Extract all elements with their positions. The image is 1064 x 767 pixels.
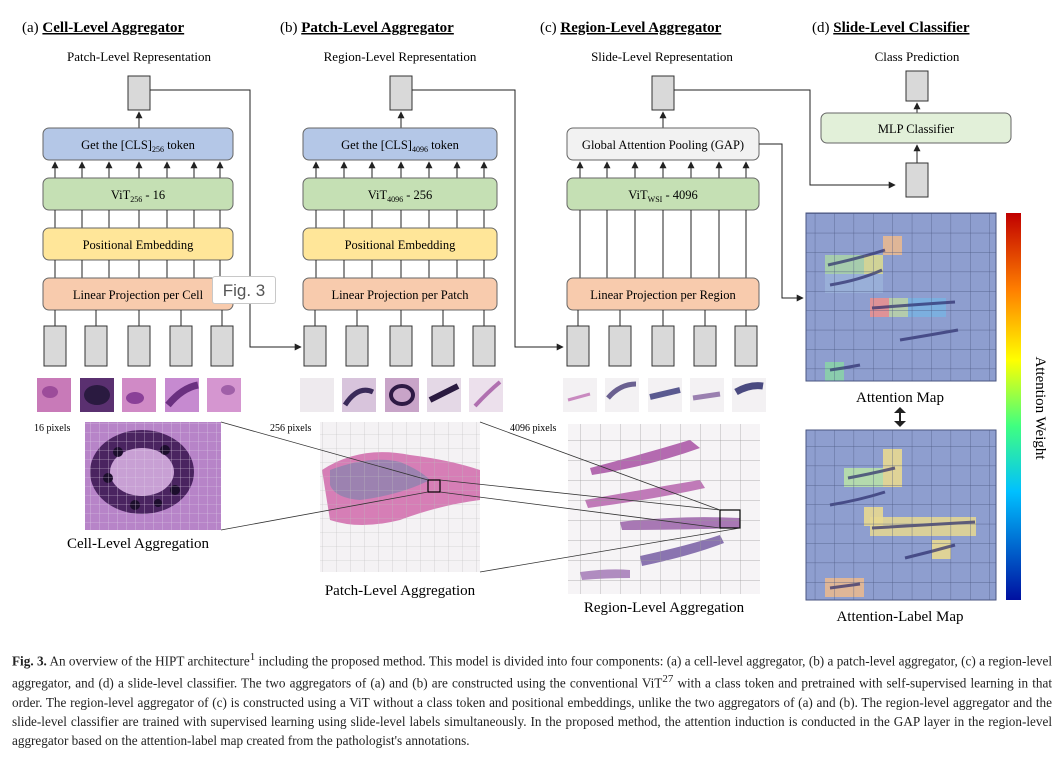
attention-label-map bbox=[805, 429, 997, 601]
svg-text:(b) Patch-Level Aggregator: (b) Patch-Level Aggregator bbox=[280, 20, 454, 36]
panel-a-pos-label: Positional Embedding bbox=[83, 238, 195, 252]
attention-colorbar bbox=[1006, 213, 1021, 600]
caption-ref-2: 27 bbox=[662, 673, 674, 686]
svg-text:(a) Cell-Level Aggregator: (a) Cell-Level Aggregator bbox=[22, 20, 185, 36]
panel-d-output-label: Class Prediction bbox=[875, 49, 960, 64]
panel-c-region-thumbnails bbox=[563, 378, 766, 412]
zoom-lines-b-c bbox=[439, 421, 741, 573]
panel-a-output-label: Patch-Level Representation bbox=[67, 49, 212, 64]
caption-text-3: with a class token and pretrained with s… bbox=[12, 675, 1053, 748]
connector-gap-to-attention-map bbox=[759, 143, 804, 302]
panel-a-title: (a) Cell-Level Aggregator bbox=[22, 20, 185, 36]
panel-d-input-token bbox=[905, 162, 929, 198]
attention-map-label: Attention Map bbox=[856, 390, 944, 406]
panel-c-vit-label: ViTWSI - 4096 bbox=[628, 188, 697, 204]
panel-d-title: (d) Slide-Level Classifier bbox=[812, 20, 970, 36]
panel-b-pos-label: Positional Embedding bbox=[345, 238, 457, 252]
figure-caption: Fig. 3. An overview of the HIPT architec… bbox=[12, 648, 1052, 750]
panel-c-output-label: Slide-Level Representation bbox=[591, 49, 733, 64]
panel-a-cell-image bbox=[85, 422, 221, 530]
panel-b-proj-box bbox=[302, 277, 498, 311]
colorbar-label: Attention Weight bbox=[1032, 356, 1048, 460]
panel-a-vit-to-cls-arrows bbox=[51, 161, 224, 178]
connector-a-to-b bbox=[150, 89, 302, 351]
zoom-lines-a-b bbox=[220, 421, 429, 531]
svg-text:(c) Region-Level Aggregator: (c) Region-Level Aggregator bbox=[540, 20, 722, 36]
attention-map bbox=[805, 212, 997, 382]
panel-b-agg-label: Patch-Level Aggregation bbox=[325, 583, 476, 599]
panel-c-input-tokens bbox=[566, 325, 758, 367]
caption-text-2: including the proposed method. This mode… bbox=[12, 653, 1052, 691]
panel-b-vit-box bbox=[302, 177, 498, 211]
panel-b-cls-label: Get the [CLS]4096 token bbox=[341, 138, 459, 154]
panel-c-title: (c) Region-Level Aggregator bbox=[540, 20, 722, 36]
panel-c-pixels-label: 4096 pixels bbox=[510, 423, 556, 434]
panel-b-output-token bbox=[389, 75, 413, 111]
caption-ref-1: 1 bbox=[249, 651, 256, 663]
panel-c-output-token bbox=[651, 75, 675, 111]
panel-c-gap-label: Global Attention Pooling (GAP) bbox=[582, 138, 744, 152]
connector-c-to-d-representation bbox=[674, 89, 896, 189]
panel-a-vit-box bbox=[42, 177, 234, 211]
panel-c-proj-label: Linear Projection per Region bbox=[590, 288, 736, 302]
panel-a-vit-label: ViT256 - 16 bbox=[111, 188, 165, 204]
figure-tag-badge: Fig. 3 bbox=[212, 276, 276, 304]
panel-b-output-label: Region-Level Representation bbox=[324, 49, 477, 64]
bidirectional-arrow bbox=[894, 407, 906, 427]
panel-c-region-image bbox=[568, 424, 760, 594]
hipt-architecture-diagram: (a) Cell-Level Aggregator (b) Patch-Leve… bbox=[22, 20, 1048, 625]
panel-a-cls-label: Get the [CLS]256 token bbox=[81, 138, 195, 154]
panel-b-title: (b) Patch-Level Aggregator bbox=[280, 20, 454, 36]
panel-b-cls-box bbox=[302, 127, 498, 161]
panel-b-patch-thumbnails bbox=[300, 378, 503, 412]
panel-b-pos-box bbox=[302, 227, 498, 261]
panel-b-vit-label: ViT4096 - 256 bbox=[368, 188, 433, 204]
panel-a-cell-thumbnails bbox=[37, 378, 241, 412]
caption-label: Fig. 3. bbox=[12, 653, 47, 669]
panel-a-output-token bbox=[127, 75, 151, 111]
panel-d-output-token bbox=[905, 70, 929, 102]
panel-a-input-tokens bbox=[43, 325, 234, 367]
connector-b-to-c bbox=[412, 89, 564, 351]
panel-a-pos-box bbox=[42, 227, 234, 261]
caption-text-1: An overview of the HIPT architecture bbox=[46, 653, 250, 669]
panel-a-cls-box bbox=[42, 127, 234, 161]
panel-a-proj-label: Linear Projection per Cell bbox=[73, 288, 204, 302]
panel-d-mlp-box bbox=[820, 112, 1012, 144]
panel-a-pixels-label: 16 pixels bbox=[34, 423, 70, 434]
panel-b-proj-label: Linear Projection per Patch bbox=[331, 288, 469, 302]
panel-b-input-tokens bbox=[303, 325, 496, 367]
panel-a-agg-label: Cell-Level Aggregation bbox=[67, 536, 210, 552]
attention-label-map-label: Attention-Label Map bbox=[836, 609, 963, 625]
svg-text:(d) Slide-Level Classifier: (d) Slide-Level Classifier bbox=[812, 20, 970, 36]
panel-d-mlp-label: MLP Classifier bbox=[878, 122, 955, 136]
panel-c-agg-label: Region-Level Aggregation bbox=[584, 600, 745, 616]
panel-b-pixels-label: 256 pixels bbox=[270, 423, 311, 434]
